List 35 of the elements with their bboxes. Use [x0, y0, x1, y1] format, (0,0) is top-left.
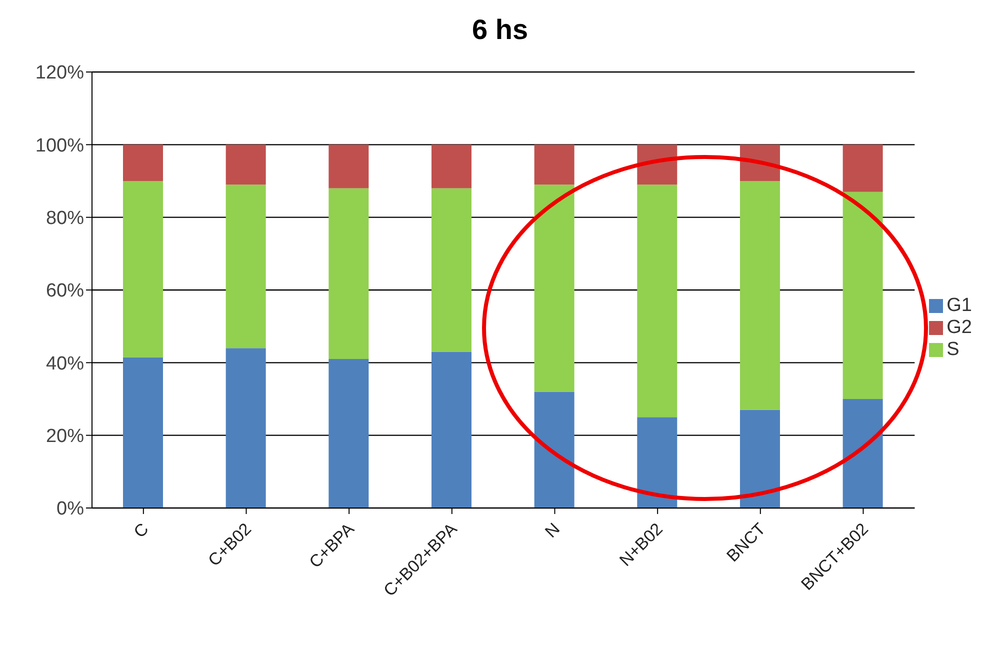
y-tick-label: 0% [56, 498, 84, 520]
bar [123, 357, 163, 508]
bar [123, 181, 163, 358]
chart-title: 6 hs [470, 14, 530, 46]
bar [534, 184, 574, 392]
bar [740, 410, 780, 508]
legend-label: G1 [946, 295, 972, 316]
bar [431, 352, 472, 508]
legend-label: S [946, 339, 960, 360]
y-tick-label: 20% [46, 426, 84, 448]
x-tick-label: N [541, 519, 564, 542]
y-tick-label: 80% [46, 208, 84, 230]
y-tick-label: 100% [35, 135, 84, 156]
y-tick-label: 120% [35, 62, 84, 84]
bar [842, 192, 883, 399]
bar [328, 144, 369, 188]
bar [123, 144, 163, 181]
x-tick-label: C [130, 519, 152, 542]
bar [226, 348, 266, 508]
y-tick-label: 60% [46, 280, 84, 302]
bar [637, 417, 678, 508]
bar [842, 144, 883, 192]
bar [842, 399, 883, 508]
bar [534, 392, 574, 508]
legend-label: G2 [946, 317, 972, 338]
bar [226, 144, 266, 185]
bar [740, 181, 780, 410]
bar [328, 359, 369, 508]
bar [226, 184, 266, 348]
bar [534, 144, 574, 185]
bar [637, 184, 678, 418]
bar [431, 188, 472, 352]
y-tick-label: 40% [46, 353, 84, 374]
bar [431, 144, 472, 188]
bar [328, 188, 369, 360]
